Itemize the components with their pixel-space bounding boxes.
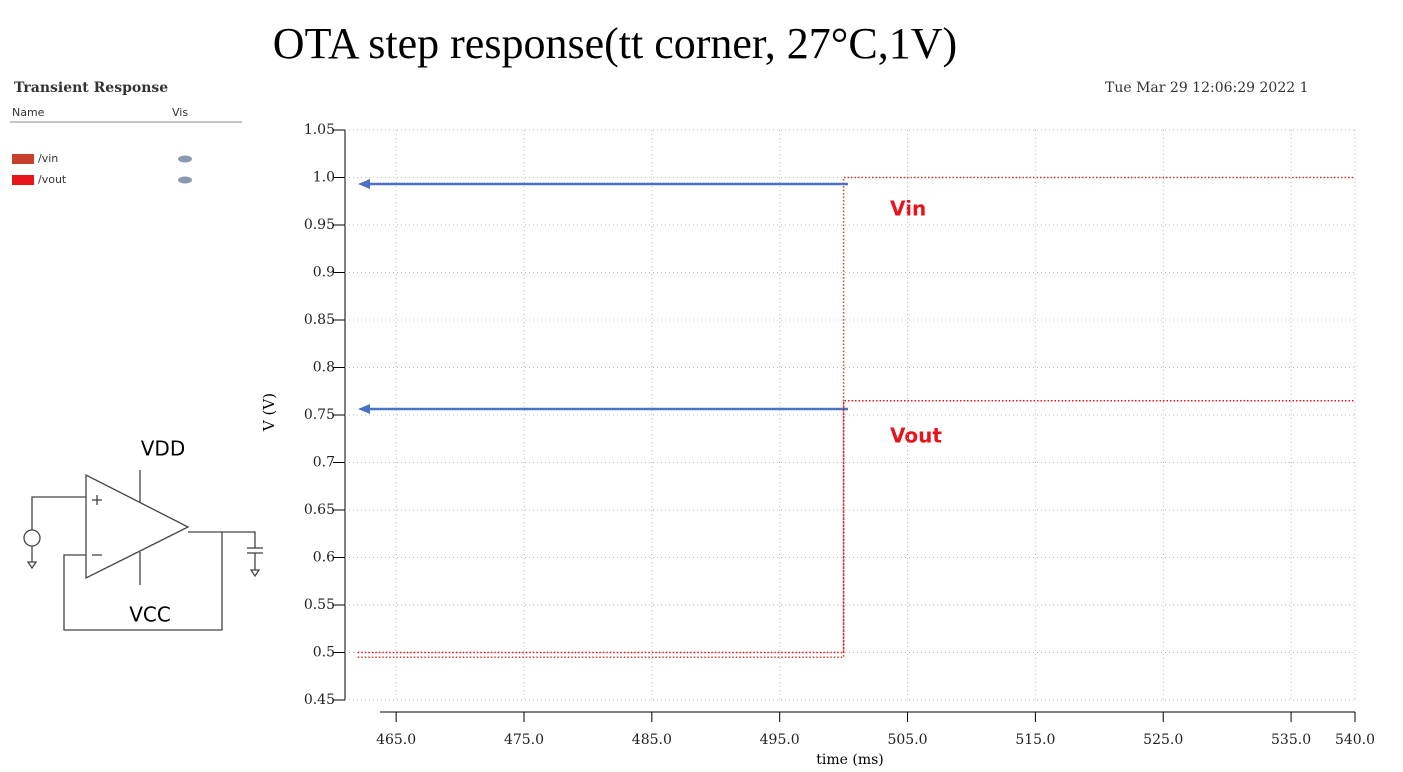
y-tick-label: 0.45 — [304, 692, 335, 708]
x-tick-label: 525.0 — [1143, 732, 1183, 748]
timestamp: Tue Mar 29 12:06:29 2022 1 — [1105, 80, 1309, 96]
panel-title: Transient Response — [14, 80, 168, 96]
series-line — [357, 176, 1355, 658]
y-tick-label: 0.65 — [304, 502, 335, 518]
annotation-arrows — [358, 179, 848, 414]
x-axis-label: time (ms) — [816, 752, 884, 768]
x-tick-label: 465.0 — [376, 732, 416, 748]
y-tick-label: 0.5 — [313, 645, 335, 661]
legend-swatch — [12, 154, 34, 164]
x-tick-label: 540.0 — [1335, 732, 1375, 748]
x-tick-label: 515.0 — [1015, 732, 1055, 748]
annotation: Vout — [890, 424, 942, 448]
schematic-label: VCC — [129, 603, 171, 627]
visibility-icon — [178, 155, 192, 163]
y-tick-label: 0.7 — [313, 455, 335, 471]
legend-label: /vin — [38, 152, 58, 165]
series-line — [357, 400, 1355, 654]
x-tick-label: 535.0 — [1271, 732, 1311, 748]
y-tick-label: 1.0 — [313, 170, 335, 186]
chart-title: OTA step response(tt corner, 27°C,1V) — [273, 19, 957, 68]
y-tick-label: 0.9 — [313, 265, 335, 281]
x-tick-label: 485.0 — [632, 732, 672, 748]
legend-header: Name — [12, 106, 45, 119]
x-tick-label: 475.0 — [504, 732, 544, 748]
annotation: Vin — [890, 197, 926, 221]
y-tick-label: 0.95 — [304, 217, 335, 233]
y-tick-label: 0.55 — [304, 597, 335, 613]
legend-swatch — [12, 175, 34, 185]
y-tick-label: 0.8 — [313, 360, 335, 376]
schematic-label: VDD — [141, 437, 185, 461]
x-tick-label: 495.0 — [760, 732, 800, 748]
y-tick-label: 0.6 — [313, 550, 335, 566]
y-axis-label: V (V) — [260, 393, 278, 432]
visibility-icon — [178, 176, 192, 184]
y-tick-label: 0.75 — [304, 407, 335, 423]
y-tick-label: 1.05 — [304, 122, 335, 138]
legend-header: Vis — [172, 106, 188, 119]
schematic — [23, 470, 263, 631]
y-tick-label: 0.85 — [304, 312, 335, 328]
x-tick-label: 505.0 — [887, 732, 927, 748]
legend-label: /vout — [38, 173, 67, 186]
